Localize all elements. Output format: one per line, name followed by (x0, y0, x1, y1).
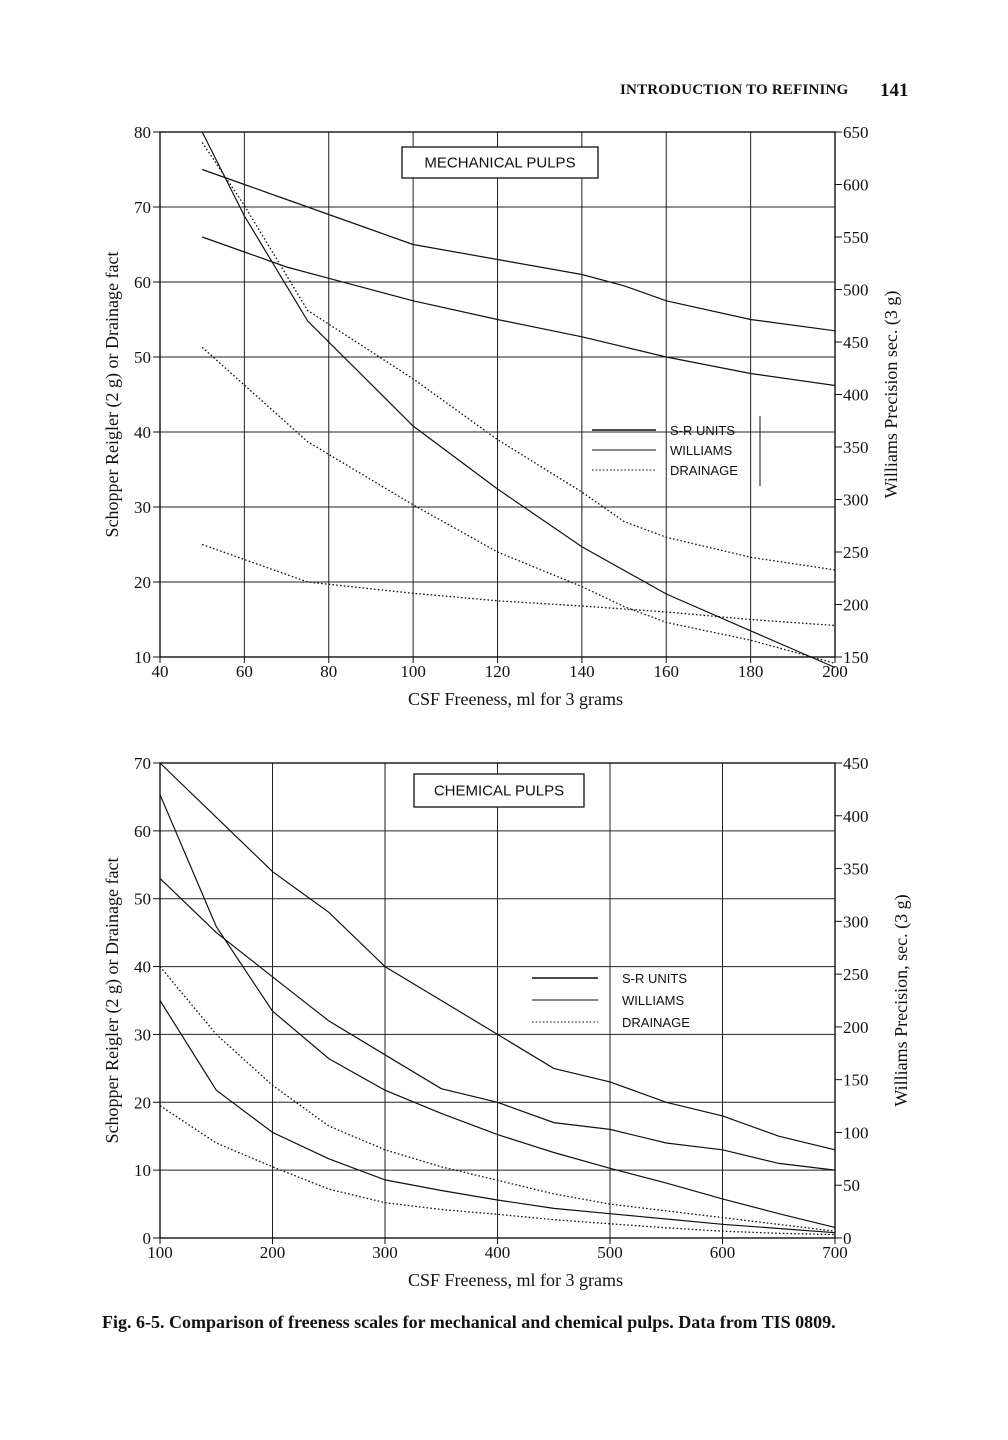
y-tick-label: 70 (134, 754, 151, 773)
series-line-5 (159, 794, 836, 1228)
series-line-3 (201, 543, 836, 627)
page-number: 141 (880, 80, 909, 101)
y2-tick-label: 600 (843, 176, 869, 195)
y2-tick-label: 200 (843, 596, 869, 615)
x-tick-label: 600 (710, 1243, 736, 1262)
y2-tick-label: 100 (843, 1123, 869, 1142)
figure-caption: Fig. 6-5. Comparison of freeness scales … (102, 1312, 836, 1332)
y-tick-label: 40 (134, 958, 151, 977)
y-tick-label: 80 (134, 123, 151, 142)
series-line-2 (159, 762, 836, 1151)
series-line-5 (201, 142, 836, 571)
y2-tick-label: 50 (843, 1176, 860, 1195)
x-axis-label: CSF Freeness, ml for 3 grams (408, 689, 623, 709)
series-line-3 (159, 966, 836, 1232)
x-tick-label: 80 (320, 662, 337, 681)
y-tick-label: 0 (143, 1229, 152, 1248)
y2-tick-label: 300 (843, 912, 869, 931)
y2-tick-label: 400 (843, 807, 869, 826)
y-tick-label: 10 (134, 1161, 151, 1180)
series-line-6 (159, 1000, 836, 1234)
x-tick-label: 160 (654, 662, 680, 681)
y2-tick-label: 150 (843, 1071, 869, 1090)
chemical-pulps-chart: 0102030405060700501001502002503003504004… (102, 754, 912, 1290)
y-axis-label: Schopper Reigler (2 g) or Drainage fact (102, 252, 123, 538)
chart-title: CHEMICAL PULPS (434, 783, 564, 800)
y2-tick-label: 0 (843, 1229, 852, 1248)
series-line-6 (201, 346, 836, 664)
y2-tick-label: 300 (843, 491, 869, 510)
y-tick-label: 40 (134, 423, 151, 442)
y2-tick-label: 250 (843, 965, 869, 984)
y-tick-label: 20 (134, 573, 151, 592)
y-tick-label: 10 (134, 648, 151, 667)
y2-tick-label: 200 (843, 1018, 869, 1037)
y2-tick-label: 450 (843, 333, 869, 352)
y-tick-label: 60 (134, 273, 151, 292)
y2-tick-label: 250 (843, 543, 869, 562)
series-line-2 (201, 168, 836, 332)
chart-title-box (401, 146, 599, 179)
x-tick-label: 180 (738, 662, 764, 681)
chart-title: MECHANICAL PULPS (424, 155, 575, 172)
legend-entry: DRAINAGE (622, 1015, 690, 1030)
legend-entry: S-R UNITS (670, 423, 735, 438)
y2-tick-label: 550 (843, 228, 869, 247)
y2-tick-label: 650 (843, 123, 869, 142)
y2-tick-label: 450 (843, 754, 869, 773)
legend-entry: DRAINAGE (670, 463, 738, 478)
x-tick-label: 60 (236, 662, 253, 681)
y-tick-label: 30 (134, 1025, 151, 1044)
series-line-4 (159, 1105, 836, 1236)
x-tick-label: 200 (822, 662, 848, 681)
series-line-4 (201, 131, 836, 669)
x-tick-label: 300 (372, 1243, 398, 1262)
y2-tick-label: 350 (843, 438, 869, 457)
legend-entry: WILLIAMS (670, 443, 732, 458)
y-axis-label: Schopper Reigler (2 g) or Drainage fact (102, 858, 123, 1144)
y-tick-label: 60 (134, 822, 151, 841)
y2-axis-label: Williams Precision sec. (3 g) (881, 291, 902, 499)
y2-tick-label: 500 (843, 281, 869, 300)
x-tick-label: 700 (822, 1243, 848, 1262)
x-tick-label: 140 (569, 662, 595, 681)
y2-axis-label: Williams Precision, sec. (3 g) (891, 894, 912, 1106)
x-tick-label: 120 (485, 662, 511, 681)
y2-tick-label: 150 (843, 648, 869, 667)
y-tick-label: 70 (134, 198, 151, 217)
series-line-1 (201, 236, 836, 387)
y2-tick-label: 400 (843, 386, 869, 405)
x-axis-label: CSF Freeness, ml for 3 grams (408, 1270, 623, 1290)
x-tick-label: 100 (400, 662, 426, 681)
x-tick-label: 40 (152, 662, 169, 681)
y-tick-label: 50 (134, 890, 151, 909)
y-tick-label: 20 (134, 1093, 151, 1112)
legend-entry: WILLIAMS (622, 993, 684, 1008)
series-line-1 (159, 877, 836, 1171)
x-tick-label: 200 (260, 1243, 286, 1262)
running-head: INTRODUCTION TO REFINING (620, 82, 849, 98)
y-tick-label: 50 (134, 348, 151, 367)
x-tick-label: 500 (597, 1243, 623, 1262)
x-tick-label: 400 (485, 1243, 511, 1262)
y2-tick-label: 350 (843, 860, 869, 879)
x-tick-label: 100 (147, 1243, 173, 1262)
legend-entry: S-R UNITS (622, 971, 687, 986)
chart-title-box (413, 773, 585, 808)
y-tick-label: 30 (134, 498, 151, 517)
mechanical-pulps-chart: 1020304050607080150200250300350400450500… (102, 123, 902, 709)
